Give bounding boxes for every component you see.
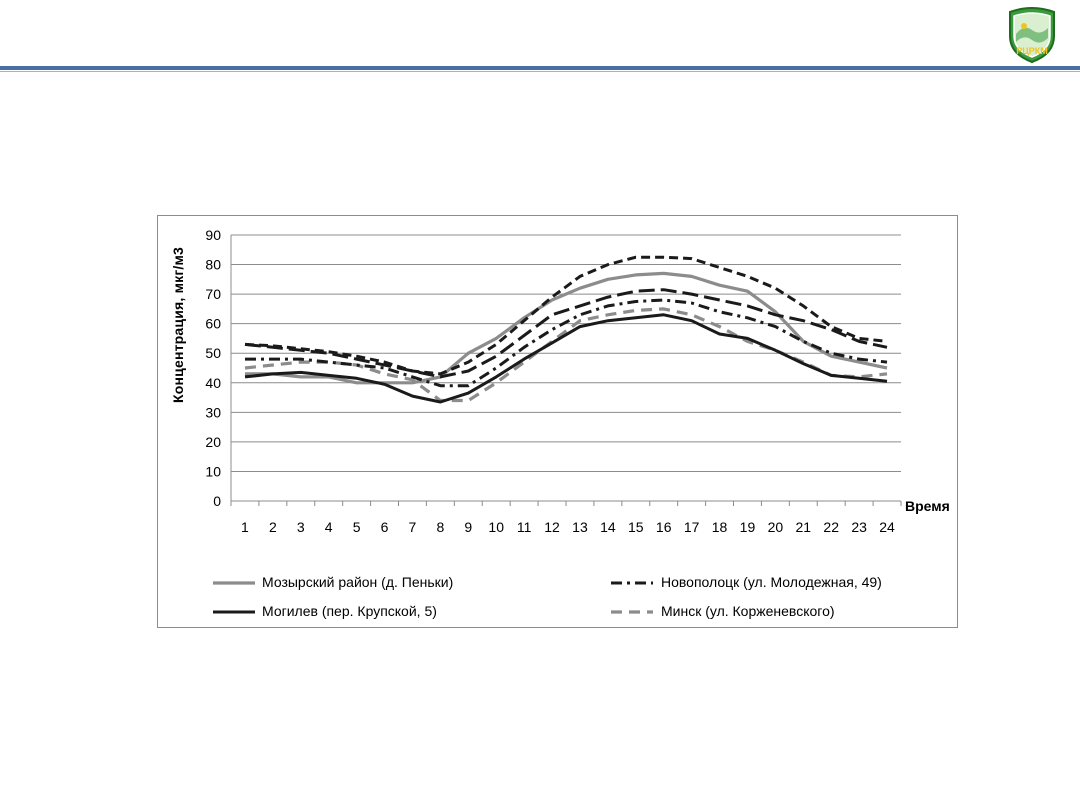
series-line-2: [244, 313, 888, 404]
series-line-0: [245, 271, 888, 385]
x-tick-label: 17: [684, 519, 700, 535]
x-tick-label: 23: [851, 519, 867, 535]
x-tick-label: 24: [879, 519, 895, 535]
x-tick-label: 3: [297, 519, 305, 535]
series-line-4: [244, 255, 888, 376]
y-tick-label: 90: [205, 227, 221, 243]
y-tick-label: 0: [213, 493, 221, 509]
x-tick-label: 8: [436, 519, 444, 535]
series-line-5: [244, 288, 888, 379]
y-tick-label: 80: [205, 257, 221, 273]
y-tick-label: 10: [205, 463, 221, 479]
x-tick-label: 1: [241, 519, 249, 535]
x-tick-label: 6: [381, 519, 389, 535]
x-tick-label: 21: [796, 519, 812, 535]
x-tick-label: 2: [269, 519, 277, 535]
rcrkm-logo-icon: РЦРКМ: [1009, 7, 1055, 64]
series-line-1: [245, 298, 888, 388]
x-tick-label: 10: [488, 519, 504, 535]
x-tick-label: 7: [409, 519, 417, 535]
legend-label-novopolotsk: Новополоцк (ул. Молодежная, 49): [661, 574, 882, 590]
x-axis-label: Время: [905, 498, 950, 514]
x-tick-label: 12: [544, 519, 560, 535]
x-tick-label: 5: [353, 519, 361, 535]
x-tick-label: 14: [600, 519, 616, 535]
x-tick-label: 22: [823, 519, 839, 535]
legend-label-mozyr: Мозырский район (д. Пеньки): [262, 574, 454, 590]
y-tick-label: 50: [205, 345, 221, 361]
chart-frame: 0 10 20 30 40 50 60 70 80 90 1 2 3 4 5 6 7 8 9 10 11 12 13 14 1…: [157, 215, 958, 628]
logo-text: РЦРКМ: [1016, 46, 1048, 56]
header-rule: [0, 66, 1080, 70]
legend-label-mogilev: Могилев (пер. Крупской, 5): [262, 603, 437, 619]
y-tick-label: 20: [205, 434, 221, 450]
x-tick-label: 11: [517, 519, 532, 535]
y-tick-label: 40: [205, 375, 221, 391]
x-tick-label: 15: [628, 519, 644, 535]
x-tick-label: 4: [325, 519, 333, 535]
y-axis-label: Концентрация, мкг/м3: [170, 247, 186, 403]
x-tick-label: 19: [740, 519, 756, 535]
legend-label-minsk: Минск (ул. Корженевского): [661, 603, 835, 619]
y-tick-label: 60: [205, 316, 221, 332]
x-tick-label: 20: [768, 519, 784, 535]
x-tick-label: 16: [656, 519, 672, 535]
y-tick-label: 30: [205, 404, 221, 420]
header-rule-thin: [0, 71, 1080, 72]
x-tick-label: 18: [712, 519, 728, 535]
x-tick-label: 13: [572, 519, 588, 535]
y-tick-label: 70: [205, 286, 221, 302]
x-tick-label: 9: [464, 519, 472, 535]
